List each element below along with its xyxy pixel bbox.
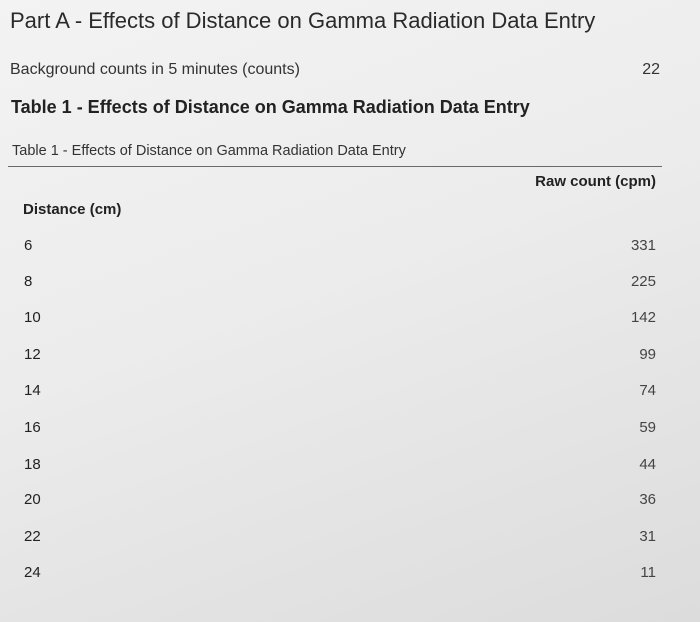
raw-count-cell[interactable]: 31 bbox=[639, 528, 656, 545]
distance-cell: 8 bbox=[24, 273, 33, 290]
distance-cell: 24 bbox=[24, 564, 41, 581]
distance-cell: 6 bbox=[24, 237, 33, 254]
distance-cell: 22 bbox=[24, 528, 41, 545]
raw-count-cell[interactable]: 44 bbox=[639, 456, 656, 473]
table-row: 20 36 bbox=[0, 491, 700, 513]
background-counts-value[interactable]: 22 bbox=[642, 61, 660, 78]
table-row: 18 44 bbox=[0, 456, 700, 478]
table-row: 10 142 bbox=[0, 309, 700, 331]
raw-count-cell[interactable]: 225 bbox=[630, 273, 656, 290]
raw-count-cell[interactable]: 74 bbox=[639, 382, 656, 399]
distance-cell: 10 bbox=[24, 309, 41, 326]
raw-count-cell[interactable]: 331 bbox=[630, 237, 656, 254]
table-row: 6 331 bbox=[0, 237, 700, 259]
distance-cell: 20 bbox=[24, 491, 41, 508]
background-counts-row: Background counts in 5 minutes (counts) … bbox=[10, 61, 660, 83]
table-row: 12 99 bbox=[0, 346, 700, 368]
table-row: 16 59 bbox=[0, 419, 700, 441]
distance-cell: 18 bbox=[24, 456, 41, 473]
raw-count-cell[interactable]: 99 bbox=[639, 346, 656, 363]
raw-count-cell[interactable]: 59 bbox=[639, 419, 656, 436]
column-header-distance: Distance (cm) bbox=[23, 201, 122, 218]
background-counts-label: Background counts in 5 minutes (counts) bbox=[10, 61, 300, 78]
table-row: 24 11 bbox=[0, 564, 700, 586]
distance-cell: 16 bbox=[24, 419, 41, 436]
table-row: 8 225 bbox=[0, 273, 700, 295]
table-heading: Table 1 - Effects of Distance on Gamma R… bbox=[11, 97, 530, 117]
column-header-raw-count: Raw count (cpm) bbox=[535, 173, 656, 190]
caption-divider bbox=[8, 166, 662, 167]
table-row: 22 31 bbox=[0, 528, 700, 550]
distance-cell: 14 bbox=[24, 382, 41, 399]
raw-count-cell[interactable]: 142 bbox=[630, 309, 656, 326]
distance-cell: 12 bbox=[24, 346, 41, 363]
raw-count-cell[interactable]: 36 bbox=[639, 491, 656, 508]
table-row: 14 74 bbox=[0, 382, 700, 404]
page-title: Part A - Effects of Distance on Gamma Ra… bbox=[10, 8, 596, 33]
table-caption: Table 1 - Effects of Distance on Gamma R… bbox=[12, 143, 406, 159]
raw-count-cell[interactable]: 11 bbox=[640, 564, 656, 581]
